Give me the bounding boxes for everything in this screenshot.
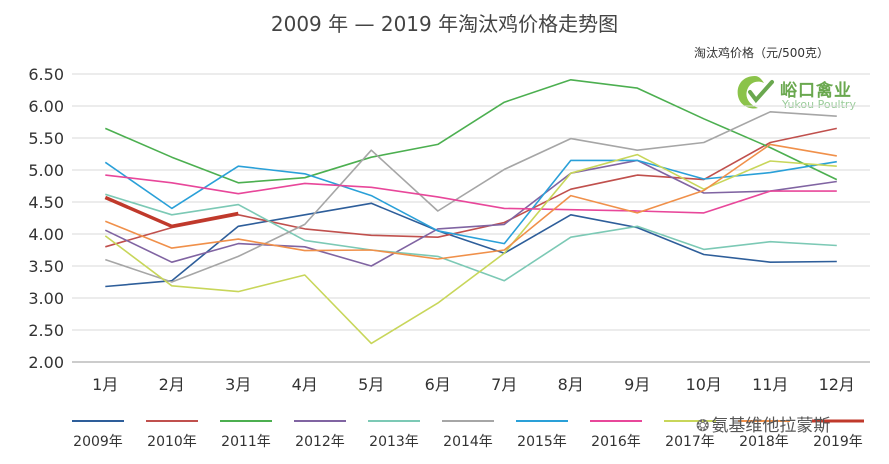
brand-logo: 峪口禽业 Yukou Poultry [726, 70, 876, 116]
watermark: ❂ 氨基维他拉蒙斯 [696, 411, 830, 436]
x-tick-label: 5月 [358, 375, 384, 394]
y-tick-label: 6.50 [28, 65, 64, 84]
y-tick-label: 6.00 [28, 97, 64, 116]
x-tick-label: 6月 [425, 375, 451, 394]
x-tick-label: 7月 [491, 375, 517, 394]
y-tick-label: 2.00 [28, 353, 64, 372]
legend-label: 2009年 [73, 434, 123, 450]
series-line-2014年 [105, 111, 837, 283]
legend-label: 2012年 [295, 434, 345, 450]
leaf-logo-icon [737, 76, 774, 109]
y-tick-label: 5.00 [28, 161, 64, 180]
logo-text-cn: 峪口禽业 [780, 81, 852, 101]
watermark-text: 氨基维他拉蒙斯 [711, 416, 831, 436]
y-tick-label: 4.50 [28, 193, 64, 212]
x-tick-label: 3月 [225, 375, 251, 394]
series-line-2013年 [105, 193, 837, 282]
y-tick-label: 3.00 [28, 289, 64, 308]
legend-label: 2017年 [665, 434, 715, 450]
x-tick-label: 8月 [558, 375, 584, 394]
y-tick-label: 5.50 [28, 129, 64, 148]
legend-label: 2014年 [443, 434, 493, 450]
chart-title: 2009 年 — 2019 年淘汰鸡价格走势图 [270, 12, 619, 36]
series-line-2015年 [104, 159, 837, 245]
series-line-2009年 [105, 202, 837, 288]
series-line-2019年 [104, 195, 239, 229]
wechat-icon: ❂ [696, 416, 710, 435]
x-tick-label: 9月 [624, 375, 650, 394]
legend-label: 2018年 [739, 434, 789, 450]
y-tick-label: 4.00 [28, 225, 64, 244]
legend-label: 2019年 [813, 434, 863, 450]
x-tick-label: 2月 [159, 375, 185, 394]
series-line-2017年 [104, 153, 837, 345]
x-tick-label: 4月 [292, 375, 318, 394]
x-tick-label: 11月 [752, 375, 788, 394]
legend-label: 2013年 [369, 434, 419, 450]
series-line-2010年 [105, 127, 837, 248]
legend-label: 2015年 [517, 434, 567, 450]
y-tick-label: 3.50 [28, 257, 64, 276]
y-axis-unit-label: 淘汰鸡价格（元/500克） [694, 46, 829, 60]
logo-text-en: Yukou Poultry [782, 98, 856, 111]
legend-label: 2010年 [147, 434, 197, 450]
legend-label: 2016年 [591, 434, 641, 450]
x-tick-label: 12月 [819, 375, 855, 394]
legend-label: 2011年 [221, 434, 271, 450]
x-tick-label: 1月 [92, 375, 118, 394]
x-tick-label: 10月 [686, 375, 722, 394]
series-line-2011年 [104, 79, 838, 184]
series-line-2018年 [105, 143, 837, 260]
series-line-2016年 [105, 174, 837, 214]
y-tick-label: 2.50 [28, 321, 64, 340]
series-line-2012年 [104, 159, 837, 267]
